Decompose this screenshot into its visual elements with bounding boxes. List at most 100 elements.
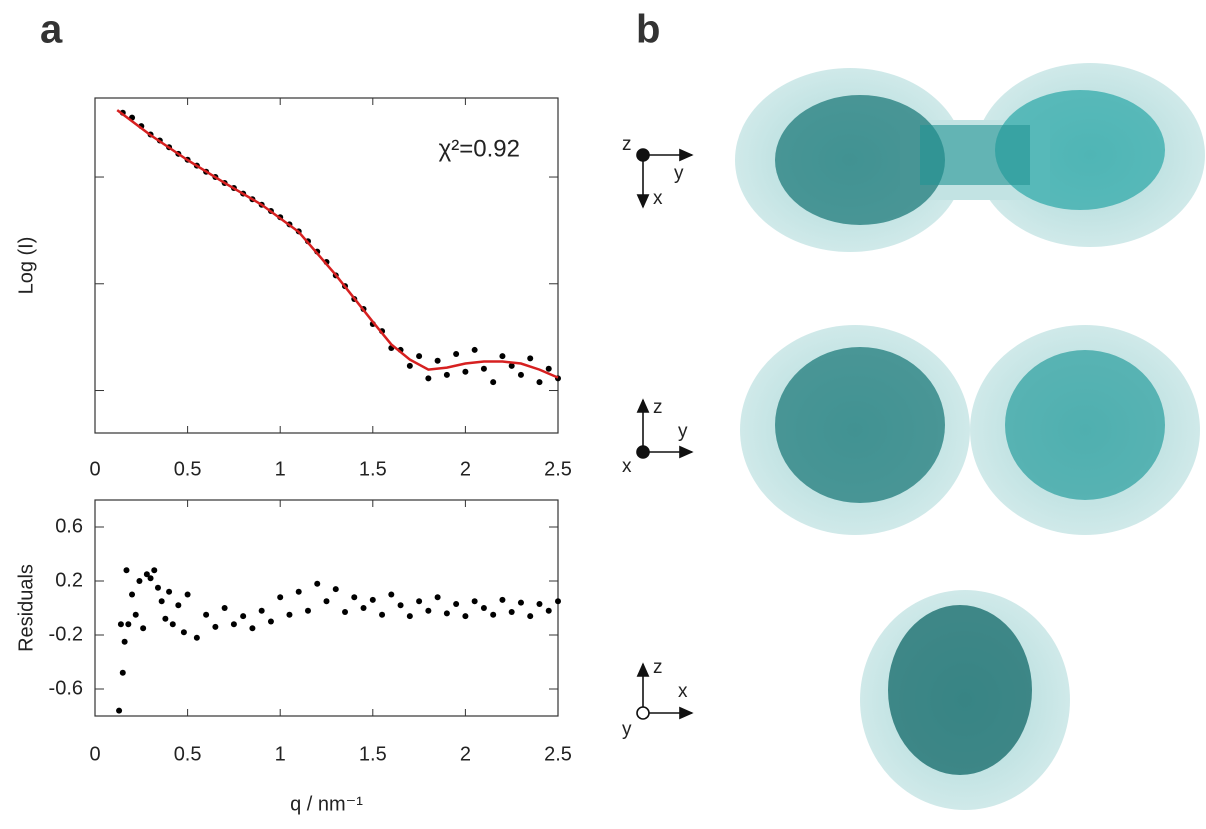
- data-point: [154, 584, 161, 591]
- data-point: [536, 379, 543, 386]
- structure-view: [860, 590, 1070, 810]
- data-point: [406, 613, 413, 620]
- data-point: [169, 621, 176, 628]
- data-point: [166, 588, 173, 595]
- y-tick-label: -0.6: [49, 677, 83, 699]
- data-point: [508, 609, 515, 616]
- data-point: [230, 621, 237, 628]
- data-point: [240, 613, 247, 620]
- data-point: [480, 605, 487, 611]
- x-tick-label: 0.5: [174, 743, 202, 765]
- data-point: [536, 600, 543, 607]
- axis-label: y: [622, 719, 632, 740]
- axis-label: y: [678, 421, 688, 442]
- data-point: [471, 598, 478, 605]
- x-tick-label: 1: [275, 743, 286, 765]
- x-tick-label: 2.5: [544, 743, 572, 765]
- data-point: [249, 625, 256, 632]
- data-point: [517, 371, 524, 378]
- axis-diagram: [636, 148, 694, 209]
- data-point: [286, 611, 293, 618]
- data-point: [462, 368, 469, 375]
- data-point: [221, 605, 228, 611]
- y-axis-label: Log (I): [15, 237, 37, 295]
- axis-label: x: [622, 456, 632, 477]
- x-tick-label: 1.5: [359, 458, 387, 480]
- y-tick-label: 0.6: [55, 515, 83, 537]
- data-point: [184, 591, 191, 598]
- data-point: [132, 611, 139, 618]
- data-point: [462, 613, 469, 620]
- data-point: [379, 611, 386, 618]
- data-point: [125, 621, 132, 628]
- data-point: [416, 598, 423, 605]
- axis-label: z: [653, 657, 663, 678]
- axis-label: x: [653, 188, 663, 209]
- data-point: [527, 355, 534, 362]
- data-point: [443, 371, 450, 378]
- data-point: [490, 379, 497, 386]
- data-point: [508, 362, 515, 369]
- data-point: [499, 596, 506, 603]
- data-point: [117, 621, 124, 628]
- data-point: [180, 629, 187, 636]
- data-point: [158, 598, 165, 605]
- structure-view: [740, 325, 1200, 535]
- x-tick-label: 1: [275, 458, 286, 480]
- data-point: [527, 613, 534, 620]
- data-point: [143, 571, 150, 578]
- x-tick-label: 2: [460, 458, 471, 480]
- data-point: [267, 618, 274, 625]
- data-point: [555, 598, 561, 605]
- data-point: [116, 707, 123, 714]
- data-point: [121, 638, 128, 645]
- axis-label: z: [622, 134, 632, 155]
- data-point: [162, 615, 169, 622]
- data-point: [140, 625, 147, 632]
- data-point: [388, 591, 395, 598]
- plot-frame: [94, 499, 559, 717]
- data-point: [129, 591, 136, 598]
- data-point: [193, 634, 200, 641]
- data-point: [314, 580, 321, 587]
- data-point: [175, 602, 182, 609]
- data-point: [397, 602, 404, 609]
- x-tick-label: 1.5: [359, 743, 387, 765]
- data-point: [258, 607, 265, 614]
- data-point: [471, 346, 478, 353]
- data-point: [499, 353, 506, 360]
- x-tick-label: 2: [460, 743, 471, 765]
- data-point: [212, 623, 219, 630]
- data-point: [545, 607, 552, 614]
- y-tick-label: -0.2: [49, 623, 83, 645]
- fit-line: [116, 109, 559, 379]
- data-point: [425, 375, 432, 382]
- data-point: [304, 607, 311, 614]
- structure-view: [735, 63, 1205, 252]
- data-point: [545, 365, 552, 372]
- data-point: [490, 611, 497, 618]
- data-point: [453, 600, 460, 607]
- axis-label: z: [653, 397, 663, 418]
- data-point: [203, 611, 210, 618]
- data-point: [119, 669, 126, 676]
- panel-label: a: [40, 8, 63, 52]
- data-point: [425, 607, 432, 614]
- panel-label: b: [636, 8, 660, 52]
- data-point: [416, 353, 423, 360]
- data-point: [453, 350, 460, 357]
- axis-diagram: [636, 398, 694, 459]
- x-tick-label: 0: [89, 743, 100, 765]
- data-point: [123, 567, 130, 574]
- data-point: [443, 610, 450, 617]
- x-tick-label: 0.5: [174, 458, 202, 480]
- data-point: [151, 567, 158, 574]
- data-point: [434, 594, 441, 601]
- data-point: [517, 599, 524, 606]
- x-axis-label: q / nm⁻¹: [290, 793, 363, 815]
- data-point: [332, 586, 339, 593]
- x-tick-label: 2.5: [544, 458, 572, 480]
- data-point: [351, 594, 358, 601]
- data-point: [360, 605, 367, 611]
